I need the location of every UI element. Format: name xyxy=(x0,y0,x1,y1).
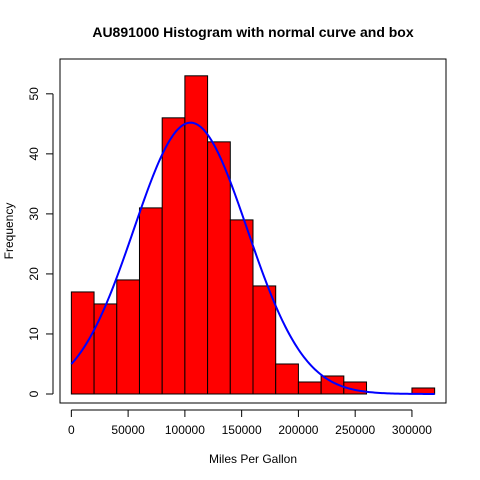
histogram-bar-9 xyxy=(275,363,299,395)
histogram-bar-8 xyxy=(252,285,277,395)
x-axis-label: Miles Per Gallon xyxy=(209,452,297,466)
x-tick-label: 50000 xyxy=(111,423,145,437)
x-tick-label: 0 xyxy=(68,423,75,437)
chart-title: AU891000 Histogram with normal curve and… xyxy=(92,24,414,40)
y-tick-label: 40 xyxy=(27,147,41,161)
x-tick-label: 150000 xyxy=(222,423,262,437)
histogram-bar-2 xyxy=(116,279,140,395)
x-tick-label: 300000 xyxy=(392,423,432,437)
y-tick-label: 10 xyxy=(27,327,41,341)
histogram-bar-1 xyxy=(93,303,118,395)
y-tick-label: 20 xyxy=(27,267,41,281)
x-tick-label: 250000 xyxy=(335,423,375,437)
y-axis: 0 10 20 30 40 50 xyxy=(27,87,54,397)
histogram-bar-7 xyxy=(229,219,254,395)
histogram-bar-0 xyxy=(70,291,95,395)
histogram-bar-4 xyxy=(161,117,186,395)
x-tick-label: 200000 xyxy=(278,423,318,437)
histogram-bars xyxy=(70,75,436,395)
plot-box xyxy=(59,58,447,404)
histogram-bar-10 xyxy=(297,381,322,395)
y-tick-label: 50 xyxy=(27,87,41,101)
y-axis-label: Frequency xyxy=(2,203,16,260)
x-axis: 0 50000 100000 150000 200000 250000 300000 xyxy=(68,409,432,437)
normal-curve xyxy=(70,121,435,395)
y-tick-label: 30 xyxy=(27,207,41,221)
x-tick-label: 100000 xyxy=(165,423,205,437)
y-tick-label: 0 xyxy=(27,390,41,397)
histogram-bar-3 xyxy=(138,207,163,395)
histogram-bar-6 xyxy=(207,141,231,395)
